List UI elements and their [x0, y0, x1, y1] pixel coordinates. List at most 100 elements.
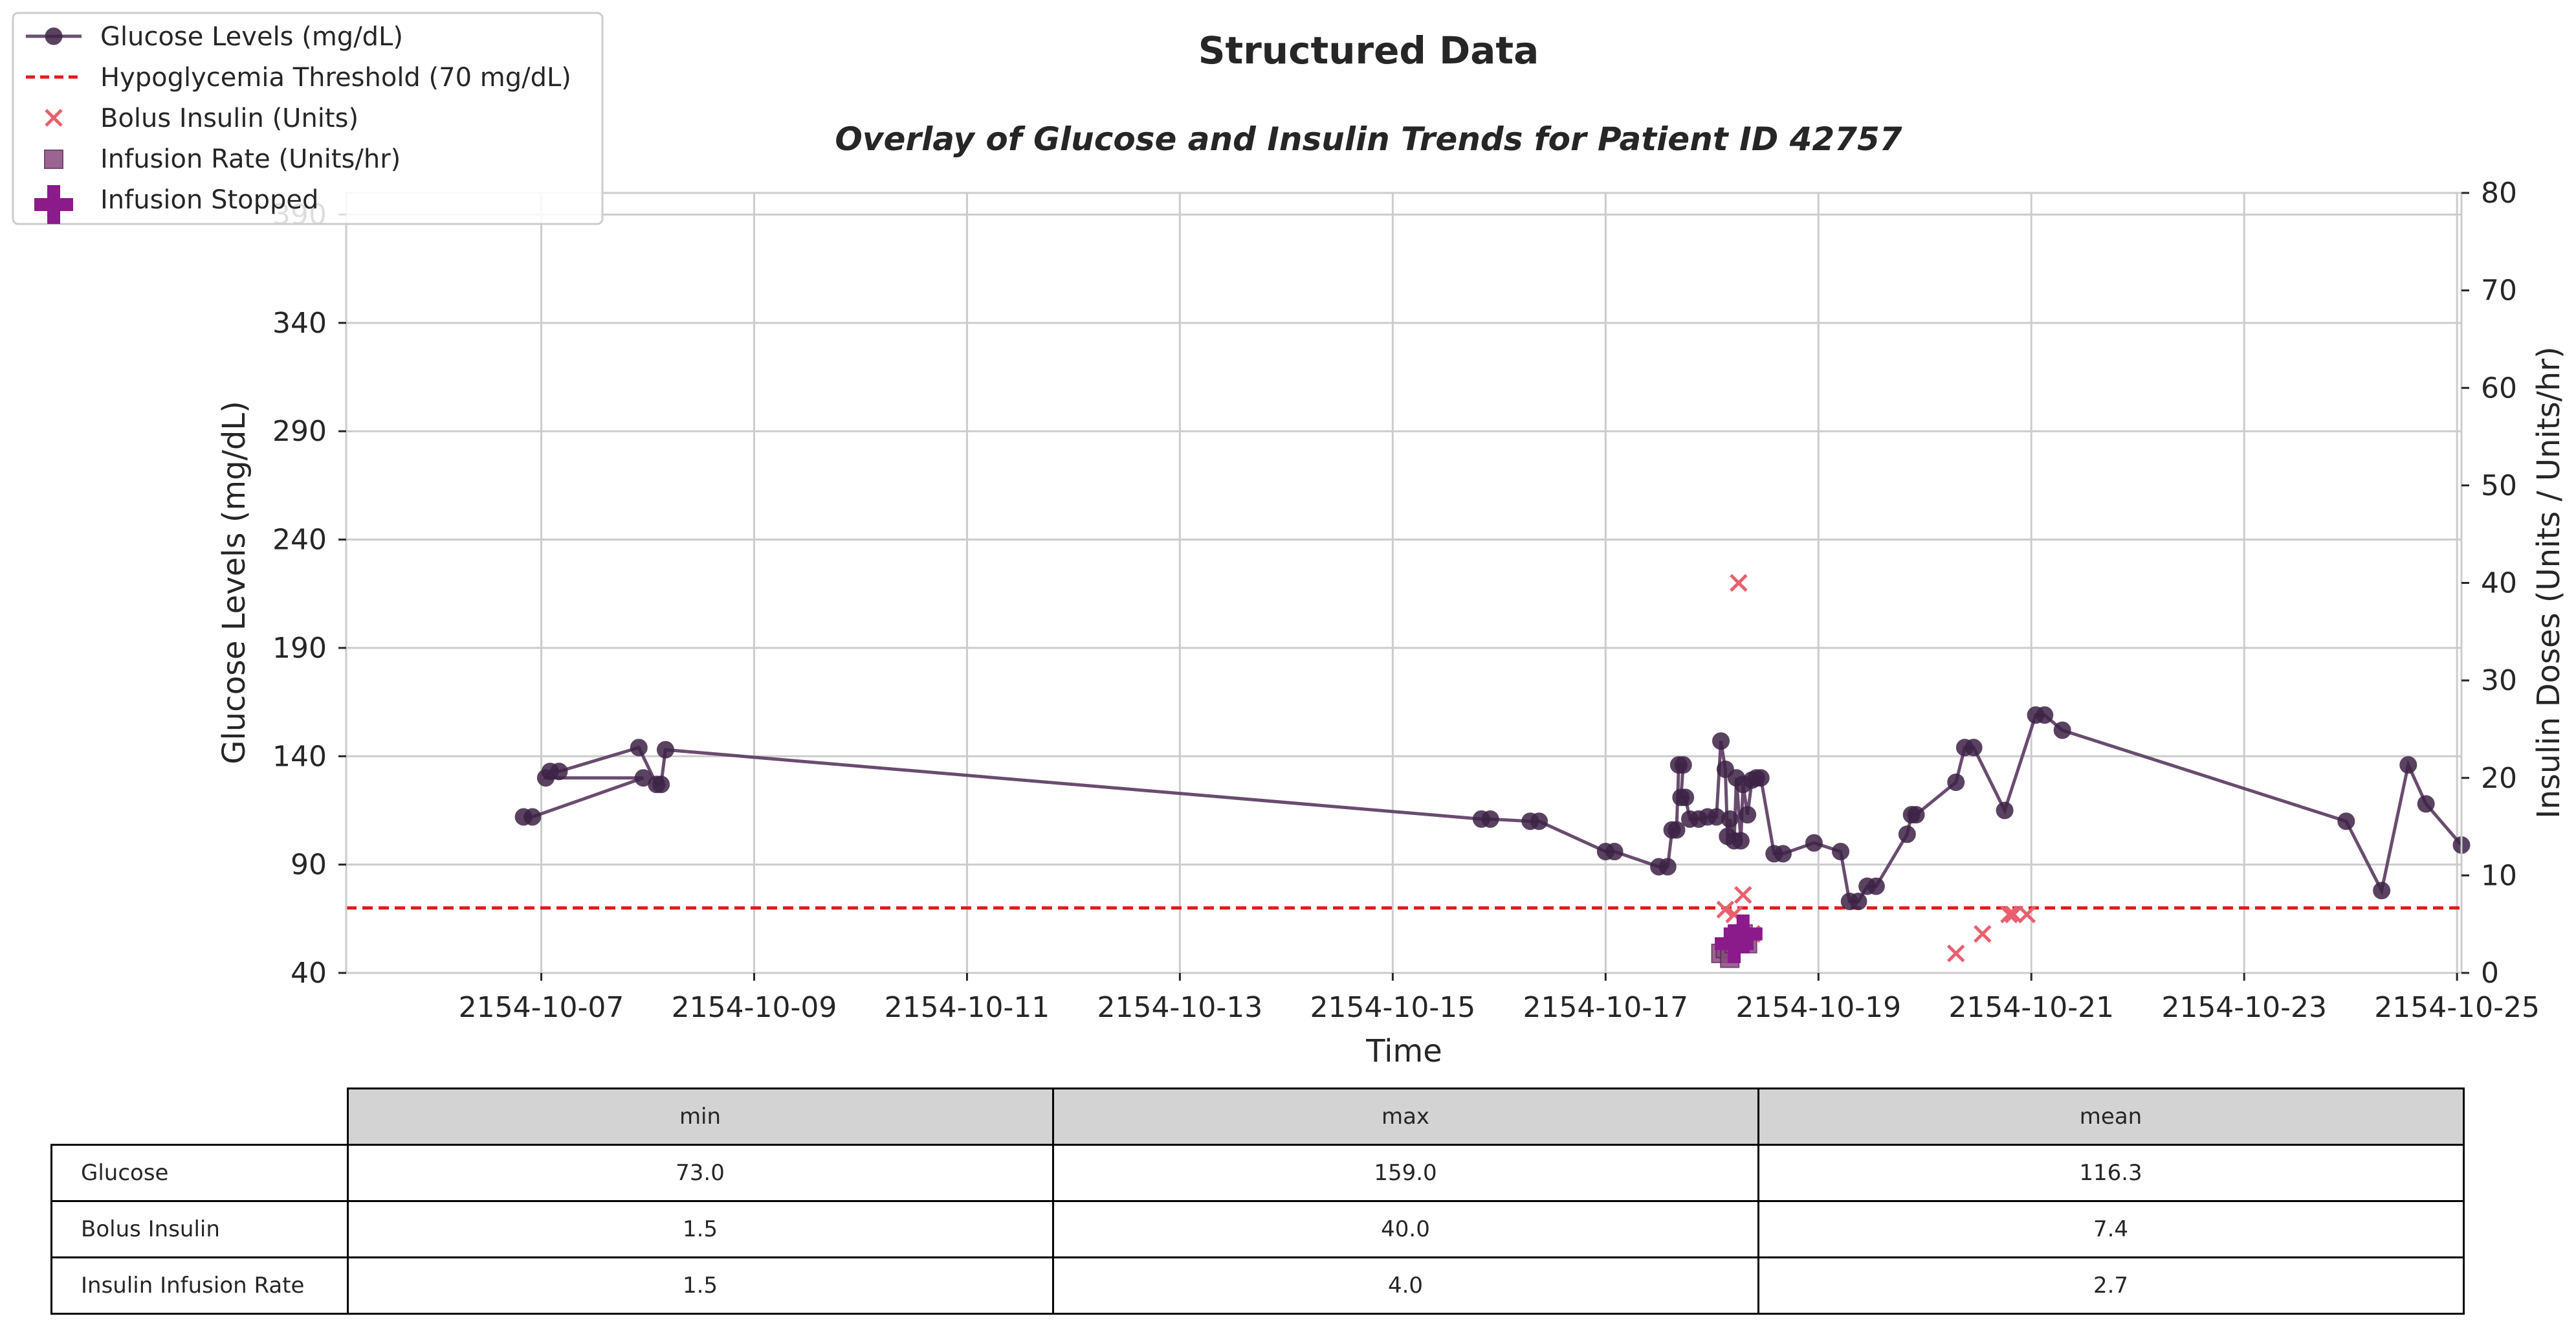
column-header: max	[1051, 1087, 1759, 1146]
glucose-point	[652, 775, 670, 794]
glucose-point	[1668, 821, 1686, 839]
y-tick-label: 40	[291, 957, 327, 990]
y2-tick-label: 80	[2481, 177, 2517, 210]
glucose-point	[656, 741, 674, 759]
glucose-point	[1658, 858, 1677, 876]
glucose-point	[1832, 843, 1850, 861]
y-tick-label: 190	[272, 632, 327, 665]
summary-table: min max mean Glucose 73.0 159.0 116.3 Bo…	[50, 1087, 2465, 1315]
legend-label-bolus: Bolus Insulin (Units)	[100, 104, 358, 133]
legend-entry-threshold: Hypoglycemia Threshold (70 mg/dL)	[26, 63, 571, 93]
table-cell: 7.4	[1757, 1200, 2465, 1258]
plot-frame	[345, 192, 2463, 974]
infusion-stopped-point	[1723, 914, 1763, 953]
glucose-point	[1849, 893, 1867, 911]
glucose-point	[1947, 773, 1965, 791]
y2-tick-label: 40	[2481, 567, 2517, 600]
x-axis-label: Time	[1365, 1033, 1442, 1069]
legend-label-stopped: Infusion Stopped	[100, 185, 318, 215]
glucose-point	[1996, 801, 2014, 820]
x-tick-label: 2154-10-19	[1735, 991, 1901, 1024]
glucose-point	[1712, 732, 1730, 750]
glucose-point	[1739, 806, 1757, 824]
glucose-point	[1605, 843, 1624, 861]
y-axis-label: Glucose Levels (mg/dL)	[216, 401, 252, 764]
bolus-point	[2018, 905, 2036, 924]
table-cell: 73.0	[346, 1144, 1054, 1202]
x-tick-label: 2154-10-25	[2374, 991, 2540, 1024]
column-header: mean	[1757, 1087, 2465, 1146]
y2-tick-label: 60	[2481, 372, 2517, 405]
grid	[346, 193, 2461, 974]
legend-label-threshold: Hypoglycemia Threshold (70 mg/dL)	[100, 63, 571, 93]
legend-entry-stopped: Infusion Stopped	[34, 185, 318, 224]
x-tick-label: 2154-10-13	[1097, 991, 1263, 1024]
bolus-point	[1716, 900, 1735, 919]
bolus-point	[1734, 886, 1752, 904]
bolus-point	[1974, 924, 1992, 943]
y-tick-label: 90	[291, 849, 327, 882]
row-label: Insulin Infusion Rate	[50, 1256, 349, 1315]
legend-entry-infusion: Infusion Rate (Units/hr)	[44, 144, 401, 174]
glucose-point	[550, 763, 568, 781]
infusion-stopped-point	[1715, 924, 1754, 963]
glucose-point	[2417, 795, 2435, 813]
chart-subtitle: Overlay of Glucose and Insulin Trends fo…	[835, 120, 1902, 158]
legend-glucose-marker	[45, 27, 63, 45]
glucose-point	[1867, 877, 1885, 895]
table-header-row: min max mean	[52, 1087, 2465, 1146]
glucose-point	[1965, 739, 1983, 757]
bolus-point	[2005, 905, 2023, 924]
y2-tick-label: 0	[2481, 957, 2499, 990]
axes: 2154-10-07 2154-10-09 2154-10-11 2154-10-13…	[272, 177, 2540, 1024]
glucose-point	[523, 808, 542, 826]
glucose-point	[1907, 806, 1925, 824]
table-cell: 2.7	[1757, 1256, 2465, 1315]
glucose-point	[1898, 825, 1916, 843]
y2-axis-label: Insulin Doses (Units / Units/hr)	[2531, 346, 2567, 818]
legend-entry-glucose: Glucose Levels (mg/dL)	[26, 22, 403, 52]
x-tick-label: 2154-10-15	[1310, 991, 1476, 1024]
legend-label-glucose: Glucose Levels (mg/dL)	[100, 22, 403, 52]
x-tick-label: 2154-10-09	[672, 991, 837, 1024]
glucose-point	[1530, 812, 1548, 831]
glucose-point	[630, 739, 648, 757]
glucose-point	[1674, 756, 1692, 774]
y-tick-label: 140	[272, 740, 327, 773]
x-tick-label: 2154-10-23	[2161, 991, 2327, 1024]
x-tick-label: 2154-10-07	[459, 991, 624, 1024]
y2-tick-label: 50	[2481, 469, 2517, 502]
glucose-point	[2053, 721, 2071, 739]
glucose-point	[2337, 812, 2355, 831]
glucose-point	[1677, 788, 1695, 807]
y2-tick-label: 70	[2481, 274, 2517, 307]
legend-frame	[12, 12, 604, 225]
legend-label-infusion: Infusion Rate (Units/hr)	[100, 144, 401, 174]
x-tick-label: 2154-10-11	[885, 991, 1050, 1024]
y-tick-label: 240	[272, 524, 327, 557]
bolus-point	[1730, 574, 1748, 592]
table-cell: 40.0	[1051, 1200, 1759, 1258]
glucose-point	[2399, 756, 2417, 774]
table-cell: 1.5	[346, 1256, 1054, 1315]
y-tick-label: 340	[272, 307, 327, 340]
glucose-point	[1481, 810, 1499, 828]
figure-title: Structured Data	[1198, 28, 1539, 72]
table-row: Glucose 73.0 159.0 116.3	[50, 1144, 2465, 1202]
x-tick-label: 2154-10-21	[1948, 991, 2114, 1024]
glucose-point	[1774, 845, 1792, 863]
glucose-point	[2373, 882, 2391, 900]
legend-infusion-marker	[44, 150, 63, 169]
table-cell: 159.0	[1051, 1144, 1759, 1202]
legend-stopped-marker	[34, 185, 73, 224]
x-tick-label: 2154-10-17	[1523, 991, 1688, 1024]
y2-tick-label: 10	[2481, 859, 2517, 892]
glucose-point	[1752, 769, 1770, 787]
bolus-point	[2000, 905, 2018, 924]
legend-entry-bolus: Bolus Insulin (Units)	[45, 104, 358, 133]
glucose-series	[514, 706, 2471, 911]
legend-bolus-marker	[45, 109, 63, 127]
table-corner	[52, 1089, 348, 1145]
glucose-point	[2036, 706, 2054, 724]
